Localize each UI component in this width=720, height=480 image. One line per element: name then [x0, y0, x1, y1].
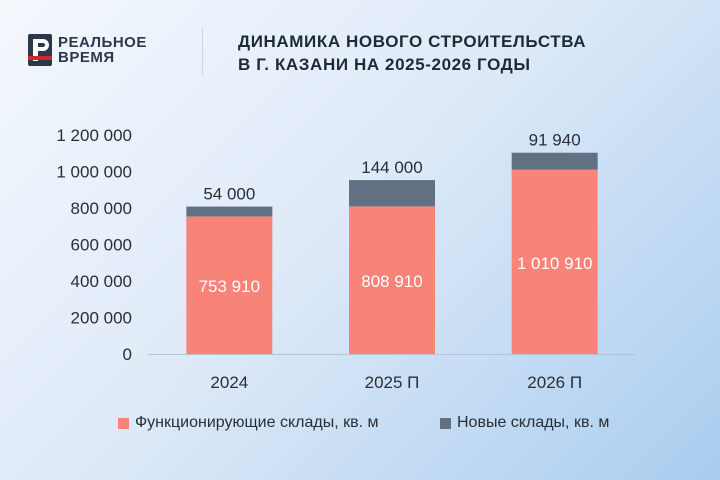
chart-title: ДИНАМИКА НОВОГО СТРОИТЕЛЬСТВА В Г. КАЗАН… [238, 30, 586, 76]
bar-functioning [186, 216, 273, 354]
legend-swatch-functioning [118, 417, 129, 429]
y-tick-label: 800 000 [71, 199, 132, 218]
brand-name: РЕАЛЬНОЕ ВРЕМЯ [58, 35, 147, 65]
data-label-functioning: 808 910 [361, 272, 422, 291]
data-label-new: 54 000 [203, 185, 255, 204]
data-label-functioning: 753 910 [199, 277, 260, 296]
legend: Функционирующие склады, кв. м Новые скла… [0, 414, 720, 438]
legend-item-functioning: Функционирующие склады, кв. м [118, 414, 378, 432]
bar-functioning [349, 206, 435, 354]
y-tick-label: 400 000 [71, 272, 132, 291]
data-label-new: 91 940 [529, 131, 581, 150]
brand-logo-icon [28, 34, 52, 66]
y-tick-label: 200 000 [71, 309, 132, 328]
bar-new [349, 180, 435, 207]
legend-item-new: Новые склады, кв. м [440, 414, 609, 432]
x-tick-label: 2025 П [365, 373, 420, 392]
bar-functioning [511, 169, 598, 354]
header-divider [202, 28, 203, 76]
bar-new [186, 206, 273, 217]
y-tick-label: 1 200 000 [56, 126, 132, 145]
chart-title-line2: В Г. КАЗАНИ НА 2025-2026 ГОДЫ [238, 55, 531, 74]
legend-label-new: Новые склады, кв. м [457, 414, 610, 431]
x-tick-label: 2026 П [527, 373, 582, 392]
data-label-functioning: 1 010 910 [517, 254, 593, 273]
chart-title-line1: ДИНАМИКА НОВОГО СТРОИТЕЛЬСТВА [238, 32, 587, 51]
data-label-new: 144 000 [361, 158, 422, 177]
bar-new [511, 152, 598, 170]
x-tick-label: 2024 [210, 373, 248, 392]
brand-name-line1: РЕАЛЬНОЕ [58, 34, 147, 51]
brand-name-line2: ВРЕМЯ [58, 49, 115, 66]
legend-label-functioning: Функционирующие склады, кв. м [135, 414, 379, 431]
legend-swatch-new [440, 417, 451, 429]
brand-logo: РЕАЛЬНОЕ ВРЕМЯ [28, 34, 178, 74]
y-tick-label: 1 000 000 [56, 163, 132, 182]
y-tick-label: 0 [123, 345, 132, 364]
y-tick-label: 600 000 [71, 236, 132, 255]
